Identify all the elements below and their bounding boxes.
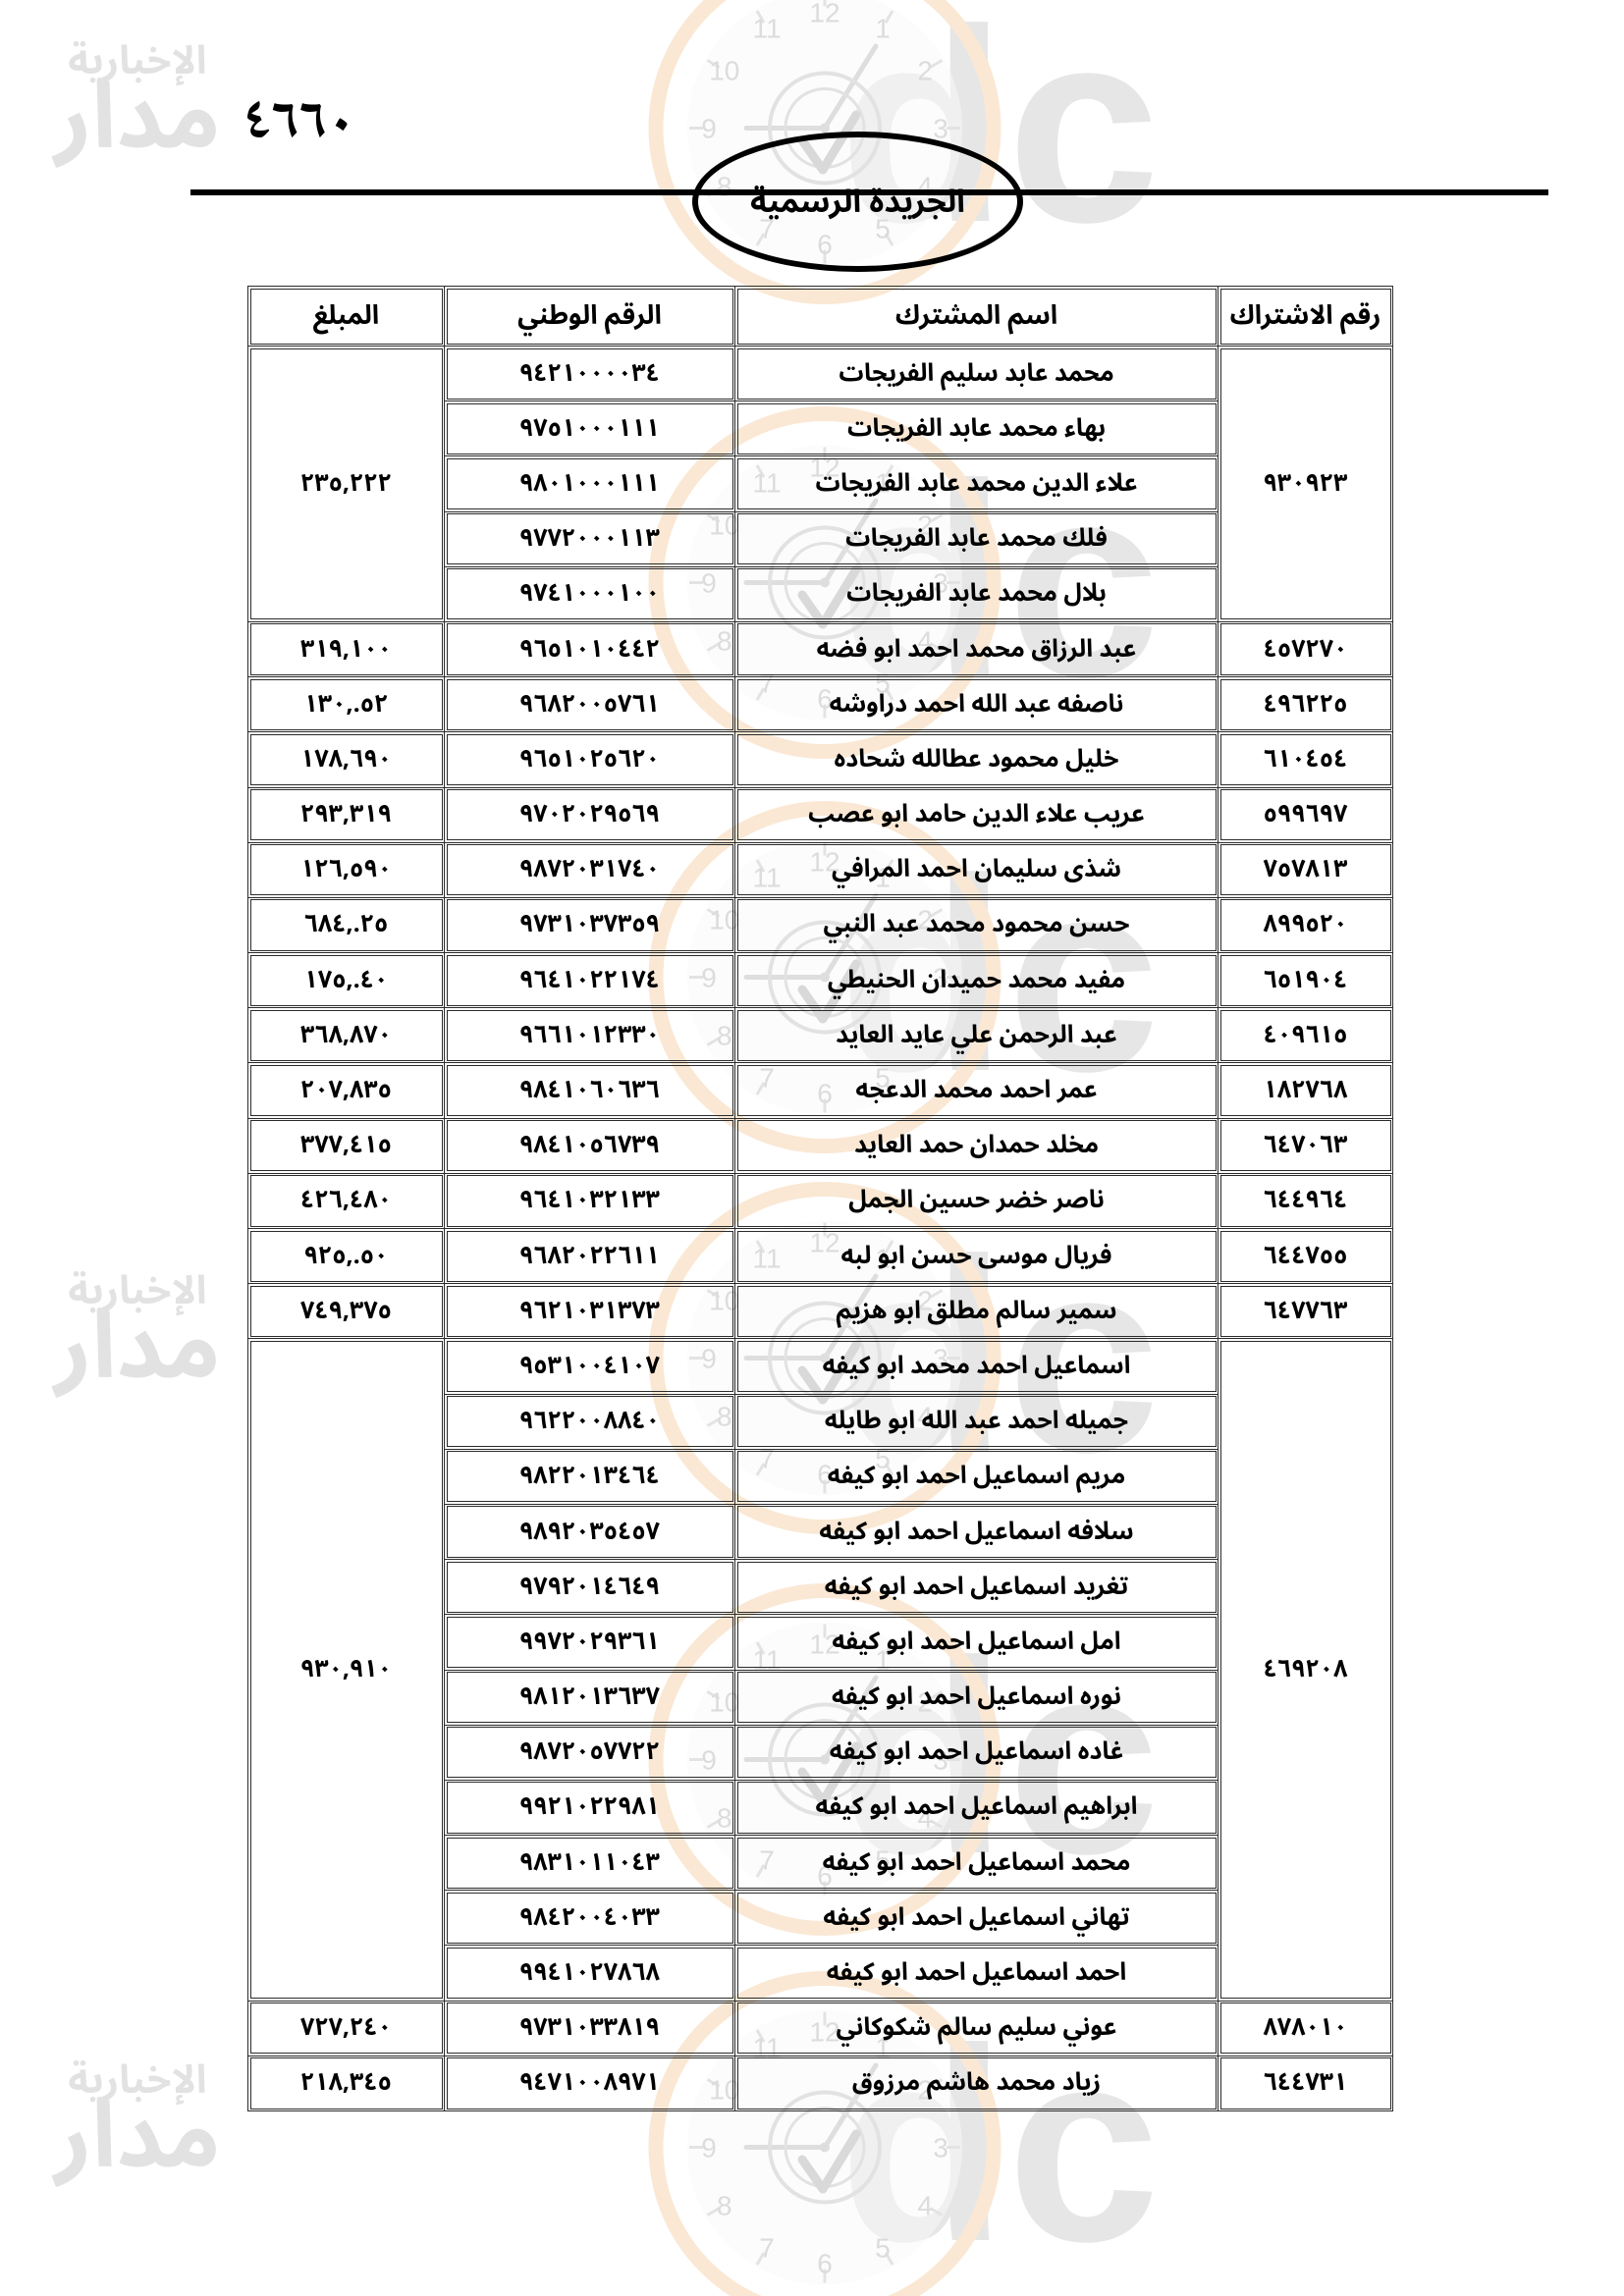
svg-text:8: 8 bbox=[717, 2190, 732, 2220]
svg-text:6: 6 bbox=[817, 2248, 833, 2278]
svg-text:7: 7 bbox=[759, 2232, 775, 2263]
svg-text:4: 4 bbox=[917, 2190, 933, 2220]
svg-text:1: 1 bbox=[875, 13, 891, 43]
svg-text:الإخبارية: الإخبارية bbox=[68, 2039, 206, 2122]
svg-text:3: 3 bbox=[933, 2132, 948, 2163]
svg-text:11: 11 bbox=[752, 13, 781, 43]
svg-text:10: 10 bbox=[709, 55, 739, 85]
svg-text:9: 9 bbox=[701, 2132, 717, 2163]
svg-text:2: 2 bbox=[917, 55, 933, 85]
svg-text:9: 9 bbox=[701, 113, 717, 143]
svg-text:12: 12 bbox=[809, 0, 839, 27]
svg-text:5: 5 bbox=[875, 2232, 891, 2263]
svg-text:3: 3 bbox=[933, 113, 948, 143]
svg-text:الإخبارية: الإخبارية bbox=[68, 20, 206, 103]
svg-text:الإخبارية: الإخبارية bbox=[68, 1250, 206, 1333]
